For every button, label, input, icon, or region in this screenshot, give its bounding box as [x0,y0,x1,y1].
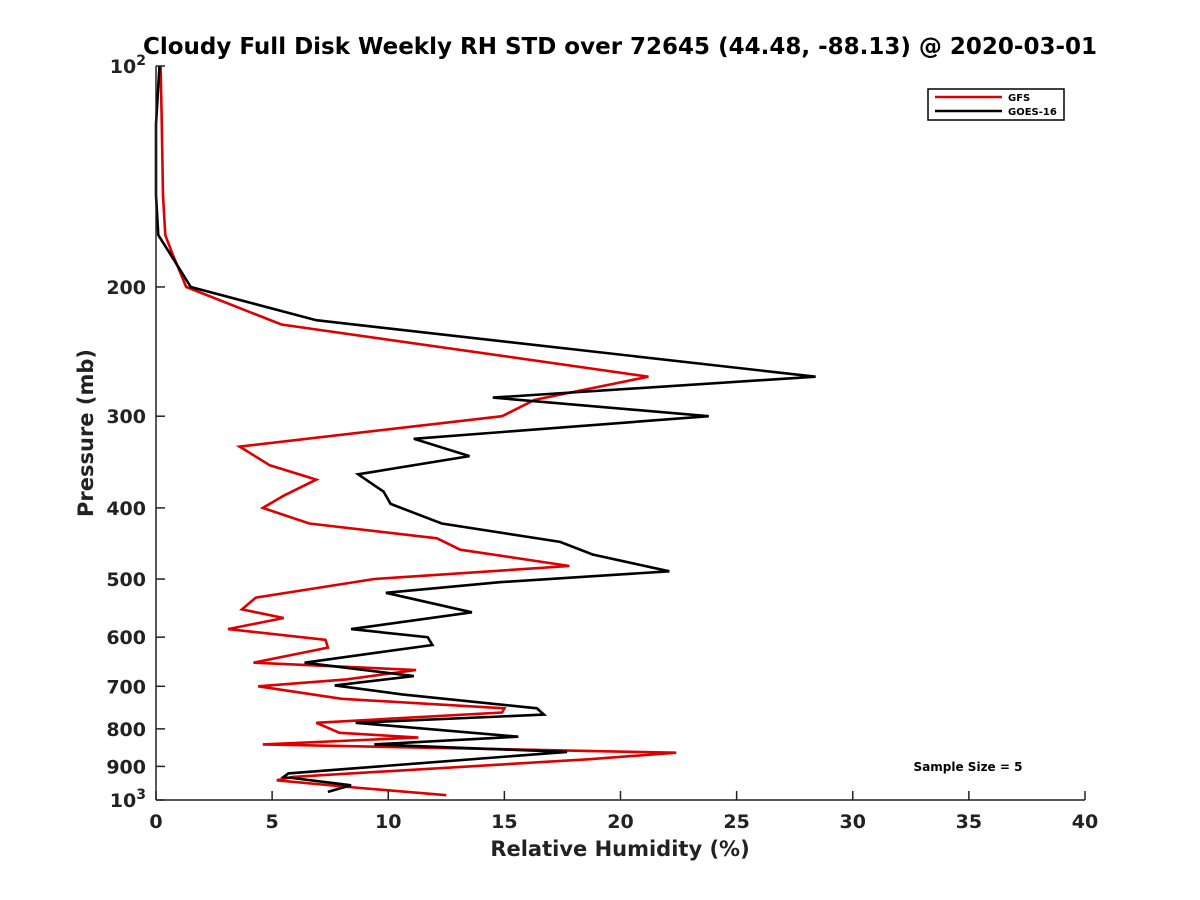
y-tick-label: 500 [106,569,146,591]
y-tick-label: 400 [106,498,146,520]
chart-title: Cloudy Full Disk Weekly RH STD over 7264… [143,34,1097,60]
x-tick-label: 40 [1072,811,1098,833]
series-line-goes16 [154,65,816,794]
legend-box [927,88,1065,121]
y-tick-label: 300 [106,406,146,428]
x-tick-label: 30 [840,811,866,833]
y-tick-label: 200 [106,277,146,299]
sample-size-annotation: Sample Size = 5 [914,760,1023,774]
legend-entry-gfs: GFS [1008,93,1030,104]
x-tick-label: 15 [491,811,517,833]
series-layer [154,65,816,797]
x-axis-label: Relative Humidity (%) [490,837,749,861]
x-tick-label: 10 [375,811,401,833]
x-tick-label: 25 [723,811,749,833]
y-tick-label: 102 [110,53,146,78]
legend-entry-goes16: GOES-16 [1008,107,1057,118]
x-tick-label: 5 [266,811,279,833]
series-line-gfs [159,65,677,797]
x-tick-label: 0 [149,811,162,833]
y-ticks: 102 200 300 400 500 600 700 800 900 103 [106,53,165,812]
x-tick-label: 20 [607,811,633,833]
y-axis-label: Pressure (mb) [74,349,98,517]
y-tick-label: 700 [106,676,146,698]
y-tick-label: 900 [106,756,146,778]
y-tick-label: 103 [110,787,146,812]
y-tick-label: 800 [106,719,146,741]
legend: GFS GOES-16 [927,88,1065,121]
x-ticks: 0 5 10 15 20 25 30 35 40 [149,791,1098,833]
x-tick-label: 35 [956,811,982,833]
y-tick-label: 600 [106,627,146,649]
plot-area [156,66,1085,800]
